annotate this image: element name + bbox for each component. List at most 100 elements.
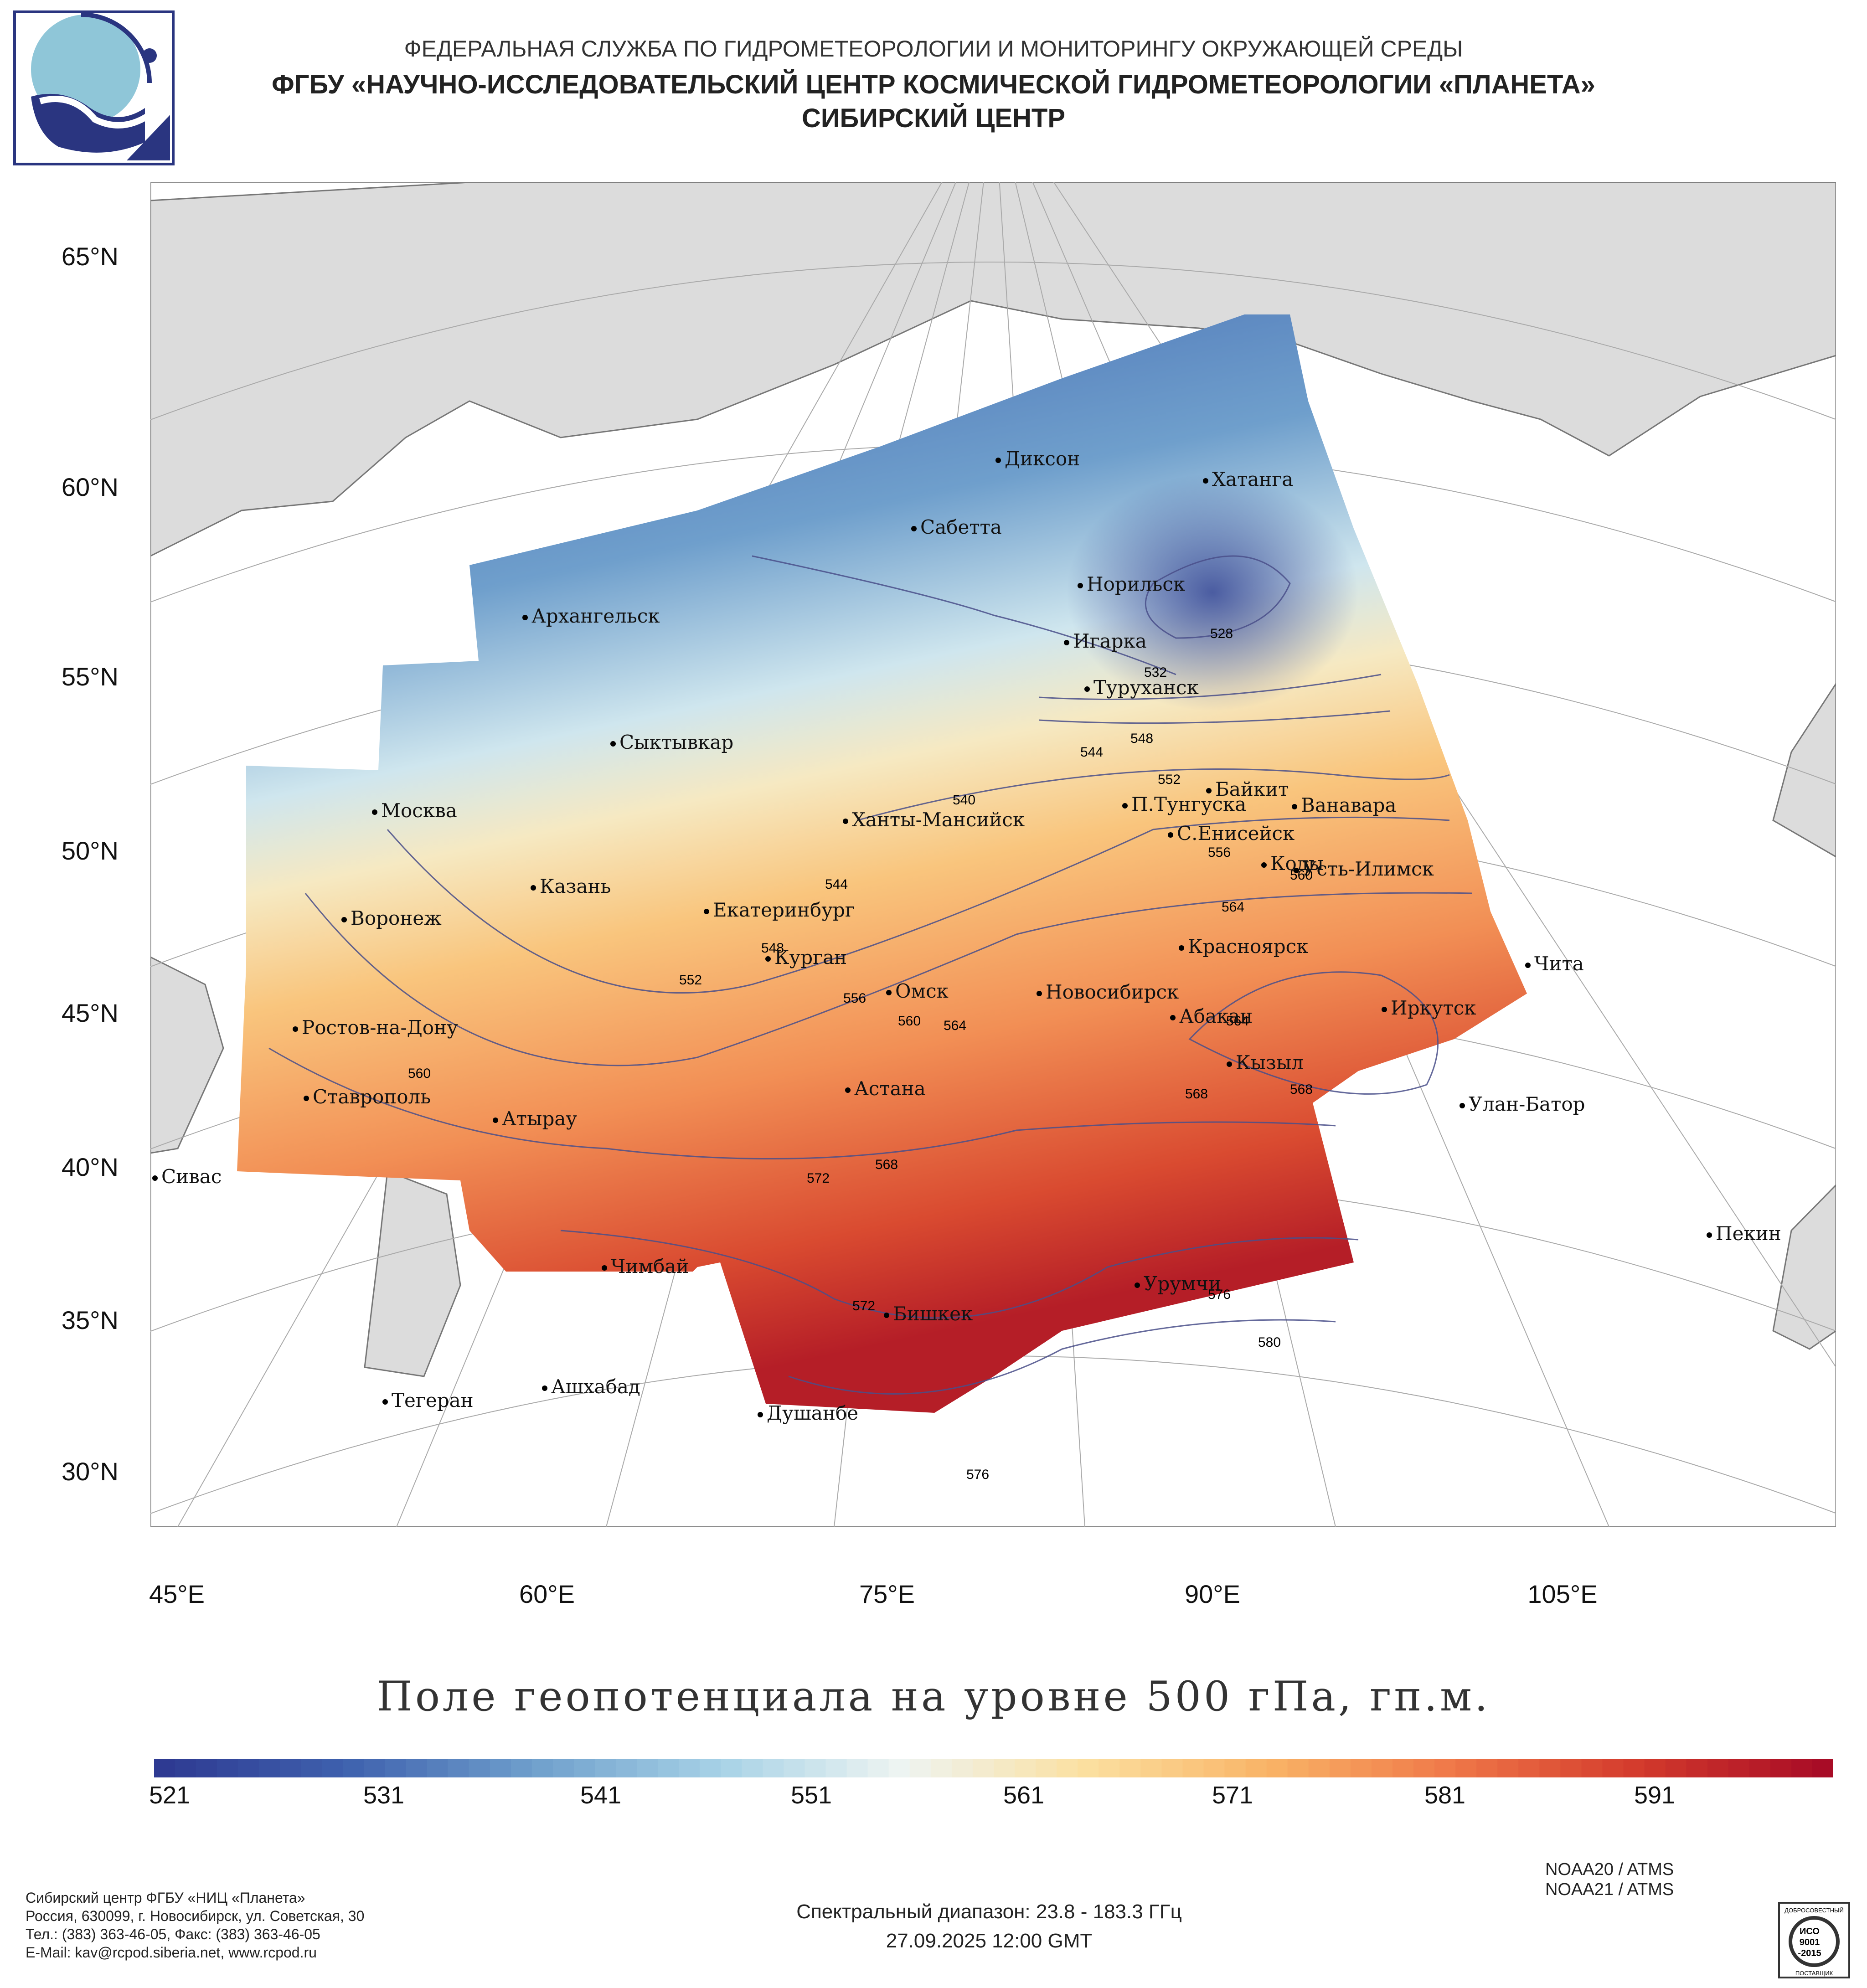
colorbar-swatch <box>658 1759 679 1777</box>
contour-label: 544 <box>1080 745 1103 760</box>
colorbar-swatch <box>1057 1759 1078 1777</box>
city-marker <box>1203 478 1208 484</box>
cert-top-text: ДОБРОСОВЕСТНЫЙ <box>1784 1907 1844 1914</box>
city-marker <box>1037 991 1042 996</box>
city-label: Байкит <box>1215 778 1289 800</box>
contour-label: 572 <box>807 1171 830 1186</box>
city-label: Атырау <box>502 1107 578 1130</box>
lat-label: 60°N <box>61 473 119 501</box>
contour-label: 564 <box>944 1018 966 1033</box>
colorbar-swatch <box>154 1759 175 1777</box>
city-label: Игарка <box>1073 630 1147 652</box>
city-marker <box>152 1175 158 1181</box>
colorbar-swatch <box>972 1759 994 1777</box>
city-label: Кызыл <box>1236 1051 1304 1074</box>
city-marker <box>995 458 1001 463</box>
satellite-list: NOAA20 / ATMS NOAA21 / ATMS <box>1545 1859 1674 1900</box>
city-marker <box>304 1096 309 1101</box>
lat-label: 65°N <box>61 242 119 271</box>
contour-label: 544 <box>825 877 848 892</box>
city-label: Норильск <box>1087 573 1186 595</box>
colorbar-swatch <box>1476 1759 1498 1777</box>
colorbar-tick: 541 <box>580 1782 622 1809</box>
colorbar-swatch <box>994 1759 1015 1777</box>
city-label: Диксон <box>1005 448 1080 470</box>
colorbar-swatch <box>1560 1759 1582 1777</box>
city-label: П.Тунгуска <box>1131 793 1247 815</box>
colorbar-swatch <box>1119 1759 1141 1777</box>
city-marker <box>493 1118 498 1123</box>
satellite-1: NOAA20 / ATMS <box>1545 1860 1674 1879</box>
city-label: Иркутск <box>1391 997 1476 1019</box>
colorbar-swatch <box>1602 1759 1624 1777</box>
colorbar-swatch <box>1539 1759 1561 1777</box>
colorbar-swatch <box>930 1759 952 1777</box>
contour-label: 580 <box>1258 1335 1281 1350</box>
city-marker <box>1525 963 1531 968</box>
city-marker <box>602 1265 607 1271</box>
spectral-range: Спектральный диапазон: 23.8 - 183.3 ГГц <box>796 1900 1182 1923</box>
city-label: Москва <box>381 799 457 822</box>
colorbar-swatch <box>385 1759 407 1777</box>
colorbar-swatch <box>406 1759 428 1777</box>
city-marker <box>1382 1007 1387 1012</box>
colorbar-swatch <box>1791 1759 1813 1777</box>
colorbar-swatch <box>1392 1759 1414 1777</box>
city-marker <box>1227 1061 1232 1067</box>
city-label: Усть-Илимск <box>1303 858 1434 880</box>
colorbar-swatch <box>1287 1759 1309 1777</box>
footer-phone: Тел.: (383) 363-46-05, Факс: (383) 363-4… <box>26 1926 320 1942</box>
colorbar-swatch <box>531 1759 553 1777</box>
colorbar-swatch <box>448 1759 469 1777</box>
contour-label: 556 <box>1208 845 1231 860</box>
city-label: Архангельск <box>531 605 660 627</box>
colorbar-swatch <box>280 1759 301 1777</box>
city-marker <box>1707 1232 1712 1238</box>
lon-label: 90°E <box>1184 1580 1241 1608</box>
city-marker <box>1168 832 1173 838</box>
contour-label: 564 <box>1226 1014 1249 1029</box>
city-marker <box>1179 945 1184 951</box>
city-marker <box>1170 1015 1176 1020</box>
city-label: Сивас <box>161 1165 222 1188</box>
observation-datetime: 27.09.2025 12:00 GMT <box>886 1930 1093 1952</box>
contour-label: 532 <box>1144 665 1167 680</box>
footer-org: Сибирский центр ФГБУ «НИЦ «Планета» <box>26 1890 305 1906</box>
footer-address: Россия, 630099, г. Новосибирск, ул. Сове… <box>26 1908 365 1924</box>
contour-label: 556 <box>843 991 866 1006</box>
lat-label: 40°N <box>61 1153 119 1181</box>
colorbar-tick: 531 <box>363 1782 405 1809</box>
colorbar-swatch <box>1015 1759 1036 1777</box>
city-marker <box>1206 788 1212 793</box>
city-marker <box>1135 1282 1140 1288</box>
colorbar-swatch <box>1371 1759 1393 1777</box>
colorbar-swatch <box>1203 1759 1225 1777</box>
city-marker <box>1064 640 1069 645</box>
city-label: Тегеран <box>392 1389 474 1411</box>
colorbar-swatch <box>1728 1759 1750 1777</box>
colorbar-swatch <box>1455 1759 1477 1777</box>
colorbar-swatch <box>595 1759 616 1777</box>
colorbar-swatch <box>679 1759 700 1777</box>
city-label: Чимбай <box>611 1255 689 1277</box>
colorbar-tick: 551 <box>790 1782 832 1809</box>
colorbar-swatch <box>1245 1759 1267 1777</box>
colorbar-swatch <box>700 1759 721 1777</box>
colorbar-swatch <box>343 1759 365 1777</box>
colorbar-tick: 561 <box>1003 1782 1045 1809</box>
colorbar-swatch <box>1497 1759 1519 1777</box>
colorbar-tick: 591 <box>1634 1782 1676 1809</box>
city-label: Воронеж <box>351 907 442 929</box>
lat-label: 45°N <box>61 999 119 1027</box>
colorbar <box>154 1759 1833 1777</box>
colorbar-swatch <box>238 1759 259 1777</box>
footer-contacts: Сибирский центр ФГБУ «НИЦ «Планета» Росс… <box>26 1889 364 1962</box>
colorbar-swatch <box>574 1759 595 1777</box>
colorbar-swatch <box>1518 1759 1540 1777</box>
colorbar-swatch <box>322 1759 344 1777</box>
contour-label: 576 <box>966 1467 989 1482</box>
planeta-logo <box>13 10 175 165</box>
city-label: Новосибирск <box>1046 981 1179 1003</box>
city-label: Сыктывкар <box>619 731 734 753</box>
city-marker <box>293 1026 298 1032</box>
